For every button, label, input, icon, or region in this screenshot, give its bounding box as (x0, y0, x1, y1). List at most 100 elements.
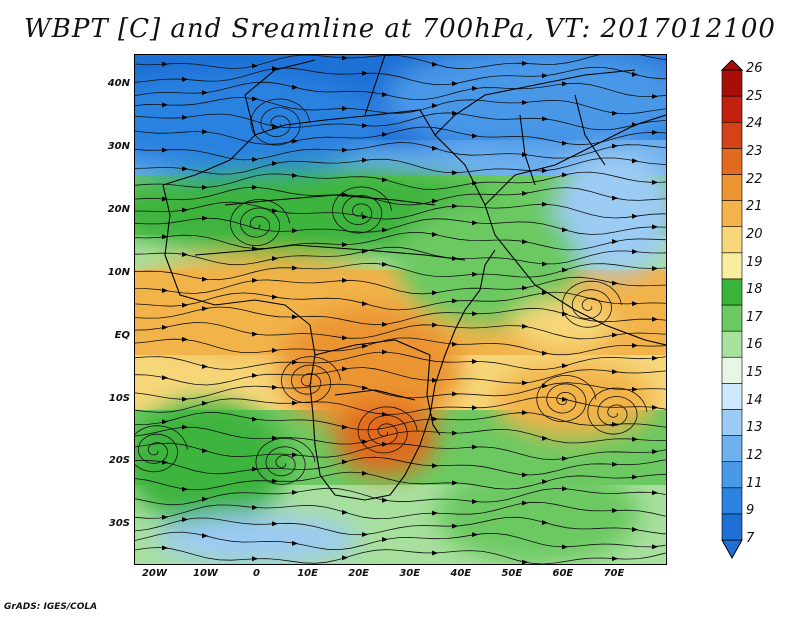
streamline (135, 201, 666, 220)
lat-tick-label: 30S (108, 518, 130, 530)
flow-arrow (382, 321, 388, 327)
flow-arrow (562, 140, 568, 146)
flow-arrow (362, 123, 368, 129)
streamlines (135, 55, 666, 564)
flow-arrow (632, 436, 638, 442)
flow-arrow (292, 84, 298, 90)
streamline (135, 66, 666, 86)
lon-tick-label: 10W (192, 568, 218, 579)
flow-arrow (632, 301, 638, 307)
streamline (135, 306, 666, 326)
colorbar-segment (721, 330, 743, 358)
flow-arrow (292, 265, 298, 271)
flow-arrow (632, 343, 638, 349)
flow-arrow (632, 213, 638, 219)
flow-arrow (382, 497, 388, 503)
flow-arrow (162, 147, 168, 153)
lat-tick-label: 20N (107, 204, 130, 216)
flow-arrow (252, 416, 258, 422)
flow-arrow (452, 110, 458, 116)
colorbar-level-label: 26 (746, 61, 763, 76)
flow-arrow (542, 290, 548, 296)
streamline (135, 456, 666, 476)
flow-arrow (202, 90, 208, 96)
flow-arrow (162, 514, 168, 520)
flow-arrow (652, 129, 658, 135)
flow-arrow (182, 336, 188, 342)
flow-arrow (272, 478, 278, 484)
flow-arrow (162, 419, 168, 425)
streamline (135, 157, 666, 175)
vortex-streamline (250, 98, 311, 146)
flow-arrow (252, 63, 258, 69)
flow-arrow (522, 472, 528, 478)
flow-arrow (362, 470, 368, 476)
flow-arrow (162, 375, 168, 381)
flow-arrow (542, 350, 548, 356)
flow-arrow (272, 208, 278, 214)
vortex-streamline (357, 406, 418, 454)
colorbar-level-label: 21 (746, 199, 763, 215)
flow-arrow (542, 383, 548, 389)
colorbar-segment (721, 226, 743, 254)
wbpt-region (334, 400, 437, 477)
flow-arrow (432, 198, 438, 204)
vortex-streamline (135, 425, 188, 473)
streamline (135, 382, 666, 400)
flow-arrow (252, 466, 258, 472)
flow-arrow (362, 157, 368, 163)
vortex-streamline (255, 437, 316, 485)
flow-arrow (432, 103, 438, 109)
flow-arrow (252, 157, 258, 163)
colorbar-segment (721, 356, 743, 384)
flow-arrow (202, 215, 208, 221)
flow-arrow (612, 239, 618, 245)
flow-arrow (612, 195, 618, 201)
flow-arrow (162, 459, 168, 465)
colorbar-level-label: 14 (746, 392, 763, 408)
colorbar-segment (721, 69, 743, 97)
streamline (135, 411, 666, 431)
flow-arrow (562, 544, 568, 550)
flow-arrow (162, 196, 168, 202)
flow-arrow (202, 276, 208, 282)
flow-arrow (452, 341, 458, 347)
flow-arrow (472, 311, 478, 317)
flow-arrow (182, 517, 188, 523)
streamline (135, 97, 666, 115)
flow-arrow (612, 461, 618, 467)
flow-arrow (522, 323, 528, 329)
flow-arrow (342, 105, 348, 111)
flow-arrow (562, 172, 568, 178)
lon-tick-label: 10E (297, 568, 318, 579)
flow-arrow (292, 173, 298, 179)
flow-arrow (612, 110, 618, 116)
lon-tick-label: 30E (399, 568, 421, 579)
flow-arrow (472, 405, 478, 411)
streamline (135, 471, 666, 491)
flow-arrow (612, 556, 618, 562)
flow-arrow (452, 203, 458, 209)
lat-tick-label: 30N (107, 141, 130, 153)
flow-arrow (362, 70, 368, 76)
flow-arrow (252, 184, 258, 190)
flow-arrow (562, 363, 568, 369)
flow-arrow (272, 65, 278, 71)
flow-arrow (342, 366, 348, 372)
lon-tick-label: 0 (253, 568, 261, 579)
wbpt-region (436, 463, 641, 564)
flow-arrow (202, 363, 208, 369)
colorbar-level-label: 9 (746, 503, 755, 519)
flow-arrow (632, 527, 638, 533)
colorbar-level-label: 24 (746, 116, 763, 132)
vortex-streamline (229, 199, 290, 247)
map-panel (134, 54, 667, 565)
flow-arrow (652, 490, 658, 496)
flow-arrow (162, 102, 168, 108)
flow-arrow (522, 559, 528, 564)
flow-arrow (382, 92, 388, 98)
flow-arrow (382, 536, 388, 542)
flow-arrow (652, 355, 658, 361)
flow-arrow (432, 145, 438, 151)
flow-arrow (522, 285, 528, 291)
